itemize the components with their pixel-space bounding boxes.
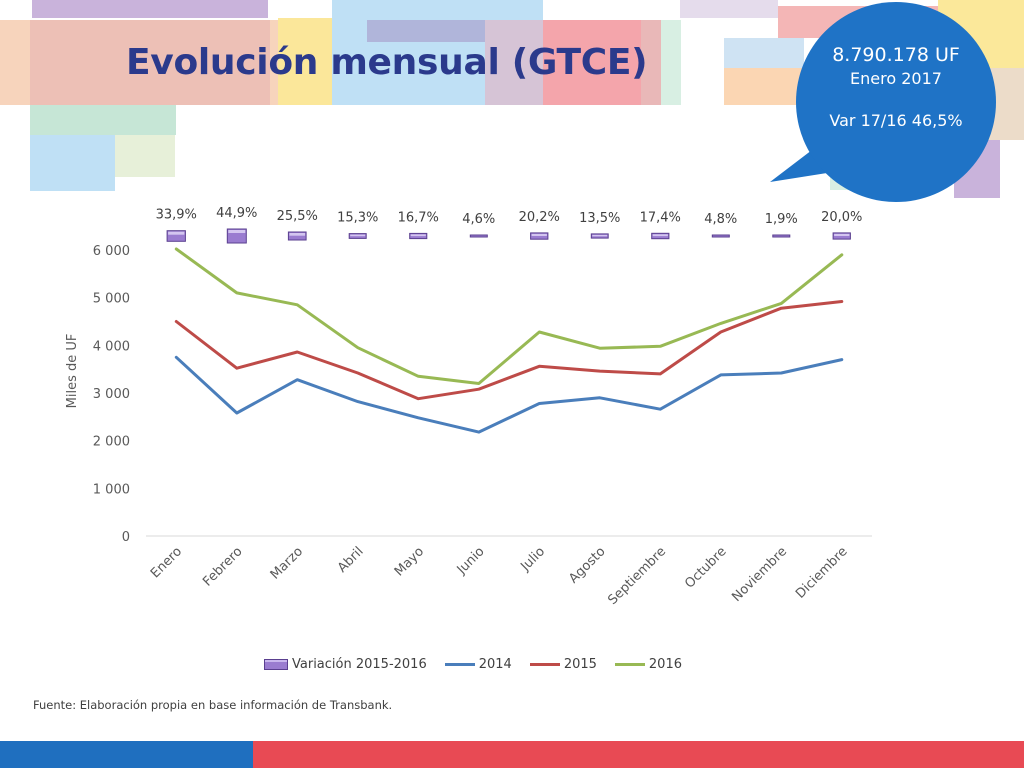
page-title: Evolución mensual (GTCE) xyxy=(126,42,648,83)
variation-label: 44,9% xyxy=(216,206,257,221)
variation-label: 15,3% xyxy=(337,211,378,226)
x-tick-label: Junio xyxy=(454,544,488,578)
variation-marker xyxy=(711,234,730,238)
chart-legend: Variación 2015-2016 2014 2015 2016 xyxy=(264,657,682,672)
callout-text: 8.790.178 UF Enero 2017 Var 17/16 46,5% xyxy=(796,42,996,132)
legend-2015-swatch xyxy=(529,663,560,666)
x-tick-label: Julio xyxy=(517,544,548,575)
variation-marker-highlight xyxy=(168,231,185,235)
legend-2014-swatch xyxy=(444,663,475,666)
x-tick-label: Noviembre xyxy=(729,544,790,605)
series-line-2016 xyxy=(174,247,844,385)
x-tick-label: Abril xyxy=(335,544,367,576)
decorative-block xyxy=(115,135,175,177)
x-tick-label: Agosto xyxy=(566,544,608,586)
y-axis-label: Miles de UF xyxy=(65,334,80,409)
y-tick-label: 6 000 xyxy=(93,244,130,259)
variation-marker-highlight xyxy=(834,233,850,236)
series-line-2015 xyxy=(174,300,844,401)
y-tick-label: 3 000 xyxy=(93,387,130,402)
variation-label: 20,2% xyxy=(519,210,560,225)
footer-bar-right xyxy=(253,741,1024,768)
variation-marker-highlight xyxy=(350,234,366,237)
footer-bar-left xyxy=(0,741,253,768)
legend-2014-label: 2014 xyxy=(478,657,512,672)
variation-marker-highlight xyxy=(592,234,608,237)
callout-period: Enero 2017 xyxy=(850,69,942,88)
legend-variation-swatch xyxy=(264,659,288,670)
decorative-block xyxy=(724,38,804,68)
legend-item-2015: 2015 xyxy=(529,657,597,672)
variation-marker-highlight xyxy=(531,233,547,236)
callout-value: 8.790.178 UF xyxy=(832,44,960,66)
variation-marker-highlight xyxy=(289,233,306,236)
decorative-block xyxy=(543,20,641,105)
variation-label: 33,9% xyxy=(156,208,197,223)
series-line-2014 xyxy=(174,355,844,434)
legend-item-2014: 2014 xyxy=(444,657,512,672)
variation-label: 4,6% xyxy=(462,212,495,227)
variation-label: 16,7% xyxy=(398,210,439,225)
decorative-block xyxy=(680,0,778,18)
variation-marker-highlight xyxy=(228,230,246,233)
y-tick-label: 4 000 xyxy=(93,339,130,354)
variation-label: 25,5% xyxy=(277,209,318,224)
decorative-block xyxy=(32,0,268,18)
decorative-block xyxy=(278,18,332,105)
variation-marker xyxy=(469,234,488,238)
decorative-block xyxy=(30,20,270,105)
decorative-block xyxy=(661,20,681,105)
x-tick-label: Marzo xyxy=(268,544,306,582)
legend-item-variation: Variación 2015-2016 xyxy=(264,657,427,672)
y-tick-label: 0 xyxy=(122,530,130,545)
variation-marker xyxy=(530,232,549,240)
variation-marker-highlight xyxy=(410,234,426,237)
source-note: Fuente: Elaboración propia en base infor… xyxy=(33,698,393,712)
x-tick-label: Mayo xyxy=(392,544,427,579)
decorative-block xyxy=(724,68,804,105)
variation-marker xyxy=(772,234,791,238)
decorative-block xyxy=(30,135,115,191)
x-tick-label: Octubre xyxy=(682,544,729,591)
decorative-block xyxy=(367,20,485,42)
legend-item-2016: 2016 xyxy=(614,657,682,672)
variation-label: 1,9% xyxy=(765,212,798,227)
y-tick-label: 1 000 xyxy=(93,482,130,497)
decorative-block xyxy=(30,105,176,135)
legend-variation-label: Variación 2015-2016 xyxy=(292,657,427,672)
y-tick-label: 5 000 xyxy=(93,292,130,307)
callout-variation: Var 17/16 46,5% xyxy=(829,111,963,130)
variation-label: 20,0% xyxy=(821,210,862,225)
legend-2016-label: 2016 xyxy=(648,657,682,672)
legend-2015-label: 2015 xyxy=(563,657,597,672)
variation-marker xyxy=(166,230,186,242)
x-tick-label: Septiembre xyxy=(605,544,669,608)
variation-marker-highlight xyxy=(652,234,668,237)
variation-label: 4,8% xyxy=(704,212,737,227)
variation-marker xyxy=(287,231,307,241)
y-tick-label: 2 000 xyxy=(93,435,130,450)
x-tick-label: Enero xyxy=(148,544,185,581)
variation-label: 13,5% xyxy=(579,211,620,226)
legend-2016-swatch xyxy=(614,663,645,666)
x-tick-label: Febrero xyxy=(200,544,245,589)
decorative-block xyxy=(485,20,543,105)
x-tick-label: Diciembre xyxy=(793,544,851,602)
decorative-block xyxy=(641,20,661,105)
variation-label: 17,4% xyxy=(640,210,681,225)
